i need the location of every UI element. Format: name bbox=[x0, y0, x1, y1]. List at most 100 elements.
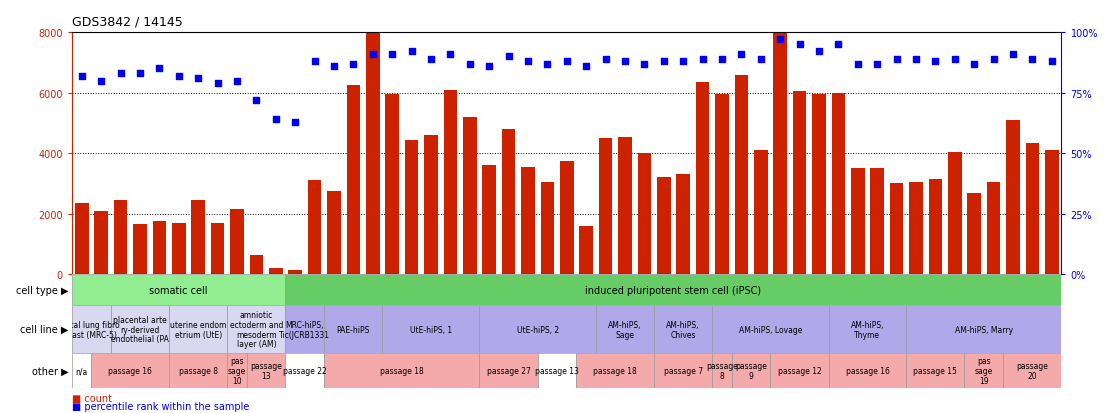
Bar bbox=[308, 181, 321, 275]
Point bbox=[965, 61, 983, 68]
Point bbox=[422, 56, 440, 63]
Text: GDS3842 / 14145: GDS3842 / 14145 bbox=[72, 16, 183, 29]
Point bbox=[363, 52, 381, 58]
Point bbox=[92, 78, 110, 85]
Point bbox=[849, 61, 866, 68]
Point bbox=[1043, 59, 1060, 65]
Point bbox=[907, 56, 925, 63]
Bar bbox=[386, 95, 399, 275]
Text: AM-hiPS,
Sage: AM-hiPS, Sage bbox=[608, 320, 642, 339]
Point bbox=[636, 61, 654, 68]
Bar bbox=[676, 175, 690, 275]
Bar bbox=[731, 353, 770, 388]
Point bbox=[306, 59, 324, 65]
Bar bbox=[480, 353, 537, 388]
Bar bbox=[521, 167, 535, 275]
Point bbox=[208, 81, 226, 87]
Bar bbox=[832, 93, 845, 275]
Point bbox=[675, 59, 692, 65]
Point bbox=[228, 78, 246, 85]
Point bbox=[926, 59, 944, 65]
Bar bbox=[72, 353, 92, 388]
Text: induced pluripotent stem cell (iPSC): induced pluripotent stem cell (iPSC) bbox=[585, 285, 761, 295]
Bar bbox=[906, 353, 964, 388]
Text: placental arte
ry-derived
endothelial (PA: placental arte ry-derived endothelial (P… bbox=[111, 315, 168, 344]
Bar bbox=[170, 353, 227, 388]
Text: UtE-hiPS, 1: UtE-hiPS, 1 bbox=[410, 325, 452, 334]
Bar bbox=[967, 193, 981, 275]
Bar bbox=[618, 137, 632, 275]
Text: passage 16: passage 16 bbox=[845, 366, 890, 375]
Bar bbox=[366, 33, 380, 275]
Point bbox=[151, 66, 168, 73]
Bar bbox=[906, 306, 1061, 353]
Bar bbox=[1045, 151, 1058, 275]
Bar bbox=[964, 353, 1003, 388]
Bar bbox=[637, 154, 652, 275]
Point bbox=[112, 71, 130, 77]
Point bbox=[557, 59, 576, 65]
Point bbox=[461, 61, 479, 68]
Text: passage 8: passage 8 bbox=[178, 366, 217, 375]
Text: MRC-hiPS,
Tic(JCRB1331: MRC-hiPS, Tic(JCRB1331 bbox=[279, 320, 330, 339]
Bar bbox=[249, 255, 263, 275]
Bar bbox=[576, 353, 654, 388]
Bar bbox=[192, 201, 205, 275]
Point bbox=[267, 117, 285, 123]
Text: passage 22: passage 22 bbox=[283, 366, 327, 375]
Bar bbox=[94, 211, 107, 275]
Bar bbox=[502, 130, 515, 275]
Bar bbox=[696, 83, 709, 275]
Point bbox=[345, 61, 362, 68]
Text: fetal lung fibro
blast (MRC-5): fetal lung fibro blast (MRC-5) bbox=[63, 320, 120, 339]
Bar bbox=[347, 86, 360, 275]
Point bbox=[286, 119, 304, 126]
Text: passage 12: passage 12 bbox=[778, 366, 821, 375]
Bar bbox=[286, 306, 325, 353]
Bar bbox=[773, 30, 787, 275]
Bar bbox=[424, 136, 438, 275]
Text: AM-hiPS,
Thyme: AM-hiPS, Thyme bbox=[851, 320, 884, 339]
Point bbox=[771, 37, 789, 44]
Point bbox=[830, 42, 848, 48]
Bar bbox=[72, 306, 111, 353]
Point bbox=[810, 49, 828, 56]
Bar bbox=[753, 151, 768, 275]
Point bbox=[73, 73, 91, 80]
Point bbox=[189, 76, 207, 82]
Bar bbox=[227, 306, 286, 353]
Point bbox=[714, 56, 731, 63]
Bar bbox=[227, 353, 247, 388]
Text: pas
sage
19: pas sage 19 bbox=[975, 356, 993, 385]
Text: AM-hiPS, Marry: AM-hiPS, Marry bbox=[955, 325, 1013, 334]
Bar bbox=[482, 166, 496, 275]
Point bbox=[538, 61, 556, 68]
Text: ■ percentile rank within the sample: ■ percentile rank within the sample bbox=[72, 401, 249, 411]
Bar bbox=[851, 169, 864, 275]
Bar bbox=[929, 180, 942, 275]
Bar bbox=[404, 140, 419, 275]
Bar bbox=[537, 353, 576, 388]
Bar bbox=[133, 225, 146, 275]
Point bbox=[869, 61, 886, 68]
Bar bbox=[541, 183, 554, 275]
Text: AM-hiPS, Lovage: AM-hiPS, Lovage bbox=[739, 325, 802, 334]
Point bbox=[1004, 52, 1022, 58]
Point bbox=[791, 42, 809, 48]
Bar bbox=[812, 95, 825, 275]
Point bbox=[597, 56, 615, 63]
Bar bbox=[654, 306, 712, 353]
Point bbox=[1024, 56, 1042, 63]
Bar bbox=[715, 95, 729, 275]
Point bbox=[383, 52, 401, 58]
Bar bbox=[111, 306, 170, 353]
Bar bbox=[560, 161, 574, 275]
Point bbox=[616, 59, 634, 65]
Bar bbox=[269, 268, 283, 275]
Bar bbox=[286, 275, 1061, 306]
Bar bbox=[480, 306, 596, 353]
Bar bbox=[382, 306, 480, 353]
Bar bbox=[443, 90, 458, 275]
Bar bbox=[871, 169, 884, 275]
Bar bbox=[579, 226, 593, 275]
